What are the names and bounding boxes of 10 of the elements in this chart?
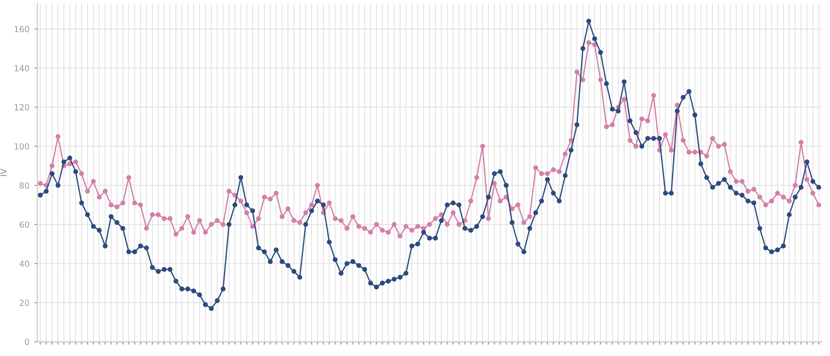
y-axis-title: IV	[0, 168, 7, 176]
y-tick-label: 20	[20, 300, 30, 306]
y-tick-label: 140	[14, 65, 30, 72]
y-tick-label: 0	[24, 338, 30, 346]
y-tick-label: 120	[14, 104, 30, 110]
y-tick-label: 40	[20, 260, 30, 267]
y-tick-label: 80	[20, 182, 30, 189]
y-tick-label: 160	[14, 26, 30, 32]
y-tick-label: 60	[20, 221, 30, 228]
y-tick-label: 100	[14, 143, 30, 150]
